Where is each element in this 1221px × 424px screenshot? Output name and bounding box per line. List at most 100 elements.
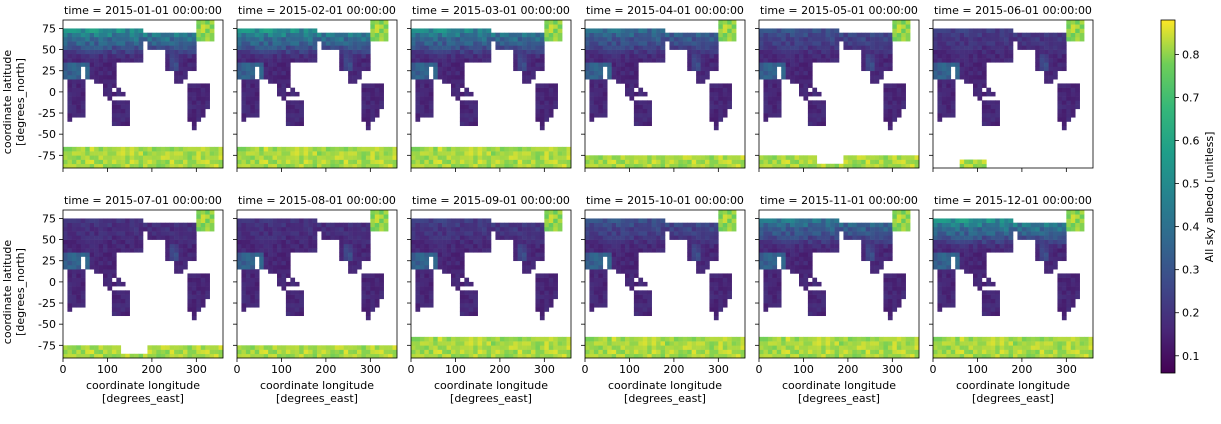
- albedo-cell: [334, 349, 340, 355]
- albedo-cell: [1066, 96, 1072, 101]
- albedo-cell: [446, 79, 452, 84]
- albedo-cell: [303, 243, 309, 249]
- albedo-cell: [548, 349, 554, 355]
- albedo-cell: [531, 53, 536, 59]
- albedo-cell: [187, 303, 193, 308]
- albedo-cell: [379, 286, 384, 291]
- albedo-cell: [419, 226, 425, 232]
- albedo-cell: [812, 100, 818, 105]
- albedo-cell: [76, 104, 82, 110]
- albedo-cell: [196, 273, 202, 278]
- albedo-cell: [312, 36, 318, 42]
- albedo-cell: [370, 87, 376, 93]
- albedo-cell: [352, 264, 358, 270]
- albedo-cell: [901, 87, 906, 93]
- albedo-cell: [187, 235, 193, 240]
- albedo-cell: [473, 113, 478, 118]
- albedo-cell: [539, 32, 545, 38]
- albedo-cell: [80, 222, 86, 228]
- albedo-cell: [200, 108, 206, 114]
- albedo-cell: [790, 79, 795, 84]
- albedo-cell: [272, 243, 278, 249]
- albedo-cell: [834, 53, 840, 59]
- albedo-cell: [348, 231, 353, 236]
- albedo-cell: [424, 36, 430, 42]
- albedo-cell: [98, 248, 104, 253]
- albedo-cell: [237, 235, 242, 240]
- albedo-cell: [544, 32, 550, 38]
- albedo-cell: [548, 277, 554, 283]
- albedo-cell: [535, 49, 541, 55]
- albedo-cell: [388, 345, 393, 350]
- albedo-cell: [308, 235, 313, 240]
- albedo-cell: [495, 336, 501, 342]
- albedo-cell: [419, 252, 425, 257]
- albedo-cell: [196, 24, 202, 29]
- albedo-cell: [973, 79, 978, 84]
- albedo-cell: [147, 163, 153, 169]
- albedo-cell: [94, 256, 99, 262]
- albedo-cell: [446, 151, 452, 156]
- albedo-cell: [89, 70, 95, 76]
- albedo-cell: [990, 41, 996, 46]
- albedo-cell: [191, 83, 197, 88]
- albedo-cell: [901, 20, 906, 25]
- albedo-cell: [1008, 41, 1014, 46]
- albedo-cell: [910, 155, 915, 160]
- albedo-cell: [477, 353, 483, 359]
- albedo-cell: [642, 53, 648, 59]
- albedo-cell: [1048, 45, 1054, 50]
- albedo-cell: [442, 62, 447, 67]
- albedo-cell: [63, 58, 68, 63]
- albedo-cell: [67, 49, 73, 55]
- albedo-cell: [254, 36, 260, 42]
- albedo-cell: [237, 41, 242, 46]
- albedo-cell: [446, 231, 452, 236]
- albedo-cell: [200, 87, 206, 93]
- panel-title: time = 2015-08-01 00:00:00: [238, 194, 396, 207]
- albedo-cell: [464, 239, 470, 245]
- albedo-cell: [602, 108, 608, 114]
- albedo-cell: [138, 353, 144, 359]
- albedo-cell: [557, 341, 563, 346]
- albedo-cell: [772, 45, 778, 50]
- albedo-cell: [883, 163, 889, 169]
- albedo-cell: [799, 62, 804, 67]
- albedo-cell: [986, 117, 992, 122]
- albedo-cell: [1035, 49, 1040, 55]
- albedo-cell: [361, 294, 367, 300]
- albedo-cell: [772, 79, 778, 84]
- albedo-cell: [468, 32, 474, 38]
- albedo-cell: [990, 58, 996, 63]
- albedo-cell: [111, 151, 117, 156]
- albedo-cell: [250, 62, 256, 67]
- albedo-cell: [589, 45, 595, 50]
- albedo-cell: [807, 83, 813, 88]
- albedo-cell: [647, 104, 652, 110]
- albedo-cell: [352, 231, 358, 236]
- albedo-cell: [285, 256, 291, 262]
- albedo-cell: [361, 307, 367, 312]
- albedo-cell: [437, 353, 443, 359]
- albedo-cell: [799, 91, 804, 97]
- albedo-cell: [196, 214, 202, 219]
- albedo-cell: [241, 74, 247, 80]
- albedo-cell: [241, 108, 247, 114]
- albedo-cell: [964, 36, 969, 42]
- albedo-cell: [713, 117, 719, 122]
- albedo-cell: [71, 281, 77, 287]
- albedo-cell: [1021, 32, 1027, 38]
- albedo-cell: [464, 336, 470, 342]
- albedo-cell: [263, 349, 269, 355]
- albedo-cell: [531, 256, 536, 262]
- albedo-cell: [455, 277, 461, 283]
- albedo-cell: [950, 62, 956, 67]
- albedo-cell: [85, 248, 90, 253]
- albedo-cell: [673, 155, 679, 160]
- albedo-cell: [468, 298, 474, 304]
- albedo-cell: [281, 243, 287, 249]
- albedo-cell: [539, 315, 545, 321]
- albedo-cell: [593, 62, 599, 67]
- albedo-cell: [977, 163, 983, 169]
- albedo-cell: [63, 36, 68, 42]
